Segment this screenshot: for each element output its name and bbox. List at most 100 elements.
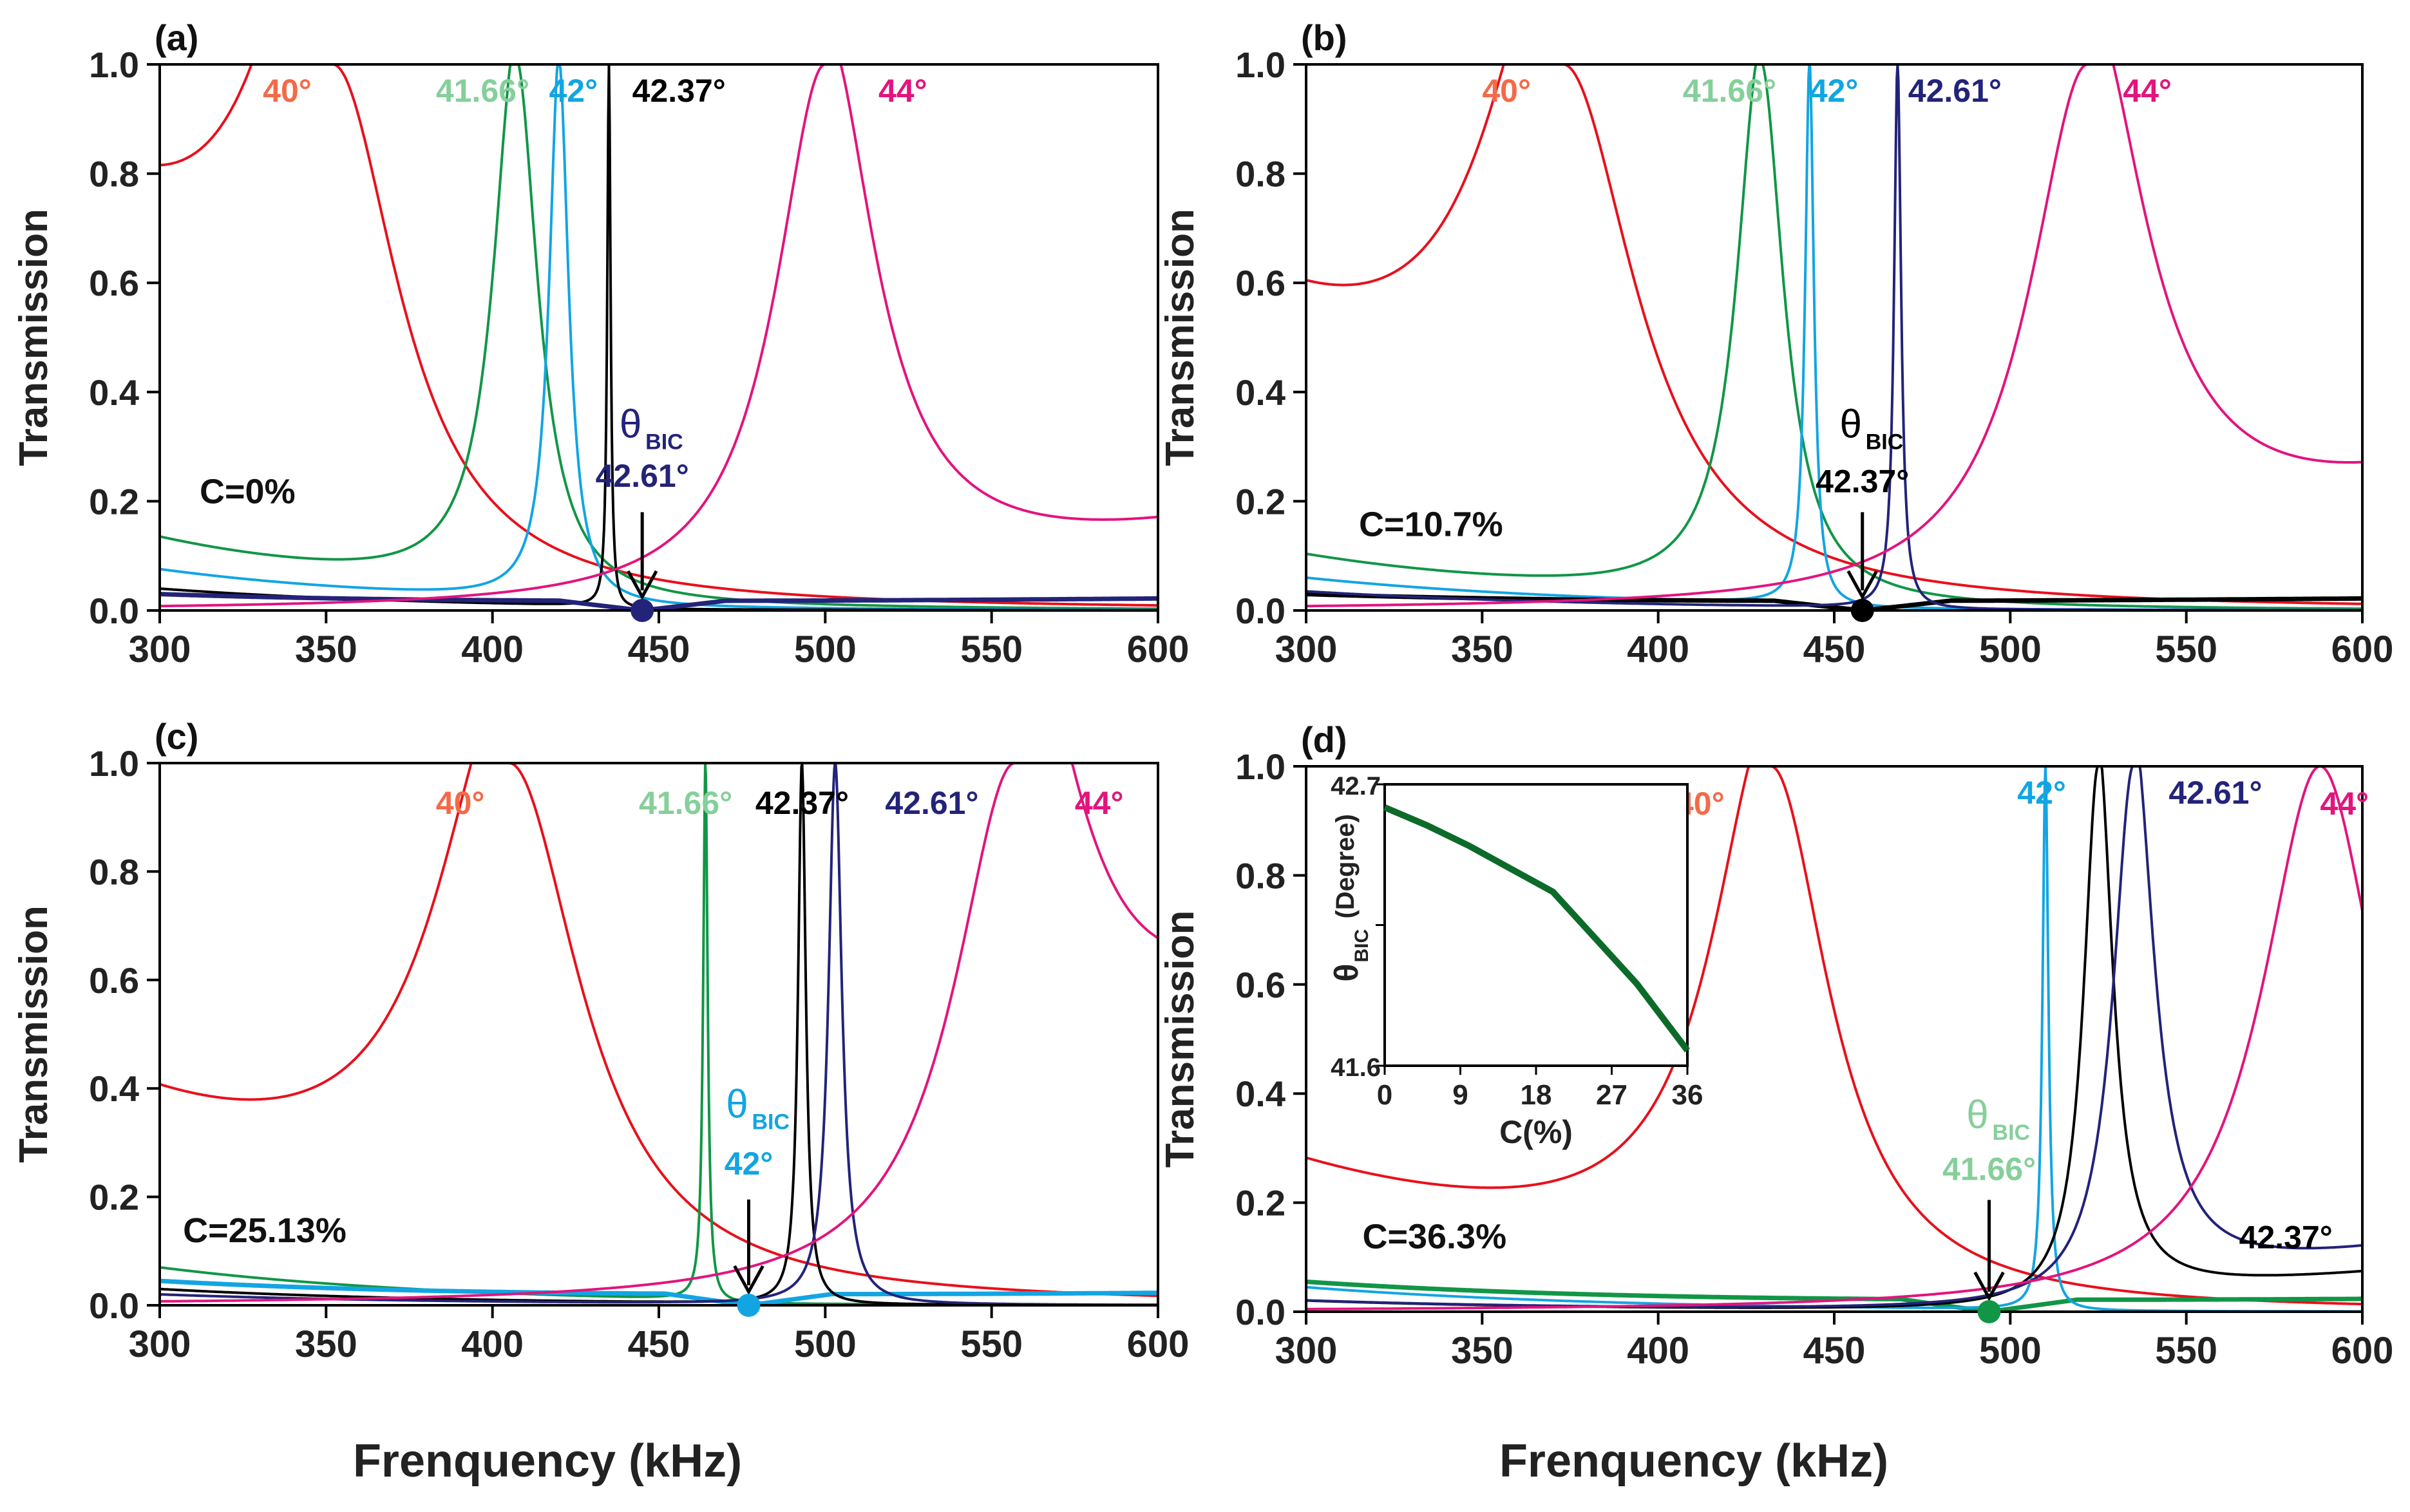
x-tick-label: 300 (1275, 628, 1338, 670)
series-41-66 (160, 64, 1158, 610)
x-tick-label: 450 (628, 628, 690, 670)
x-tick-label: 550 (2155, 628, 2217, 670)
y-tick-label: 0.4 (1235, 372, 1286, 413)
bic-angle-label: 42° (725, 1146, 773, 1182)
series-label: 42.37° (632, 73, 726, 109)
y-tick-label: 0.0 (89, 591, 139, 631)
inset-series (1383, 804, 1690, 1053)
y-tick-label: 0.8 (1235, 154, 1286, 194)
y-tick-label: 0.0 (1235, 1292, 1286, 1332)
bic-angle-label: 41.66° (1942, 1151, 2036, 1187)
inset-y-label-unit: (Degree) (1331, 814, 1360, 918)
y-tick-label: 0.2 (1235, 1183, 1286, 1224)
series-label: 41.66° (1683, 73, 1776, 109)
bic-theta-label: θ (726, 1082, 748, 1126)
bic-subscript: BIC (1866, 430, 1904, 455)
y-tick-label: 0.2 (1235, 481, 1286, 522)
series-44 (1306, 766, 2362, 1310)
series-label: 42.61° (1908, 73, 2002, 109)
x-tick-label: 300 (129, 628, 191, 670)
x-tick-label: 400 (461, 628, 524, 670)
series-40 (160, 763, 1158, 1298)
bic-angle-label: 42.61° (596, 458, 689, 494)
x-tick-label: 350 (295, 1323, 357, 1365)
y-axis-label: Transmission (12, 209, 56, 466)
series-label: 40° (436, 785, 485, 821)
y-tick-label: 0.4 (89, 1068, 139, 1109)
series-44 (160, 763, 1158, 1303)
y-tick-label: 0.6 (1235, 263, 1286, 303)
y-tick-label: 0.4 (89, 372, 139, 413)
series-40 (1306, 766, 2362, 1306)
x-tick-label: 600 (2331, 628, 2394, 670)
panel-a: 300 350 400 450 500 550 600 0.0 0.2 0.4 0.6 0.8 1.0 T… (12, 17, 1189, 670)
x-tick-label: 400 (461, 1323, 524, 1365)
panel-tag: (a) (155, 17, 198, 58)
x-tick-label: 350 (1451, 628, 1513, 670)
bic-theta-label: θ (1839, 402, 1861, 447)
x-tick-label: 600 (2331, 1330, 2394, 1372)
inset-x-tick-label: 0 (1377, 1079, 1392, 1111)
inset-x-tick-label: 27 (1596, 1079, 1627, 1111)
x-tick-label: 300 (1275, 1330, 1338, 1372)
inset-x-label: C(%) (1499, 1114, 1573, 1150)
bic-subscript: BIC (752, 1110, 790, 1134)
bic-arrow-head (626, 570, 658, 600)
series-label: 42.61° (2168, 775, 2262, 811)
series-42 (160, 1278, 1158, 1305)
bic-subscript: BIC (645, 430, 683, 455)
bic-theta-label: θ (620, 402, 641, 447)
xlabel-right: Frenquency (kHz) (1499, 1435, 1889, 1487)
plot-frame (158, 63, 1159, 612)
x-tick-label: 450 (1803, 1330, 1866, 1372)
panel-tag: (b) (1301, 17, 1347, 58)
bic-point (1850, 599, 1874, 622)
series-label: 41.66° (436, 73, 529, 109)
bic-arrow-head (733, 1265, 764, 1296)
inset-x-tick-label: 18 (1521, 1079, 1552, 1111)
series-label: 42° (1810, 73, 1859, 109)
series-label: 42.61° (885, 785, 978, 821)
inset-y-label-theta: θ (1328, 964, 1365, 982)
inset-y-label-sub: BIC (1351, 929, 1372, 963)
series-label: 41.66° (639, 785, 732, 821)
x-tick-label: 600 (1127, 1323, 1190, 1365)
series-40 (160, 64, 1158, 607)
bic-point (631, 599, 654, 622)
y-tick-label: 1.0 (89, 743, 139, 784)
series-label: 44° (2320, 786, 2369, 822)
y-axis-label: Transmission (1158, 209, 1202, 466)
panel-tag: (d) (1301, 719, 1347, 760)
inset-x-tick-label: 9 (1452, 1079, 1468, 1111)
x-tick-label: 400 (1627, 628, 1689, 670)
bic-arrow-head (1846, 570, 1878, 600)
series-label: 44° (1075, 785, 1124, 821)
bic-angle-label: 42.37° (1816, 463, 1909, 499)
inset-y-tick-label: 42.7 (1331, 772, 1381, 800)
series-44 (160, 64, 1158, 608)
bic-subscript: BIC (1993, 1120, 2031, 1145)
bic-point (1977, 1300, 2001, 1323)
y-tick-label: 0.6 (89, 960, 139, 1001)
series-label: 42° (549, 73, 598, 109)
concentration-label: C=36.3% (1362, 1217, 1506, 1256)
y-axis-label: Transmission (1158, 911, 1202, 1168)
x-tick-label: 400 (1627, 1330, 1689, 1372)
inset-y-tick-label: 41.6 (1331, 1054, 1381, 1082)
panel-c: 300 350 400 450 500 550 600 0.0 0.2 0.4 0.6 0.8 1.0 T… (12, 716, 1189, 1365)
bic-point (737, 1294, 761, 1317)
y-tick-label: 0.8 (1235, 855, 1286, 896)
y-tick-label: 1.0 (89, 44, 139, 85)
x-tick-label: 350 (1451, 1330, 1513, 1372)
concentration-label: C=25.13% (183, 1211, 346, 1250)
concentration-label: C=10.7% (1359, 505, 1503, 543)
x-tick-label: 550 (960, 1323, 1023, 1365)
x-tick-label: 350 (295, 628, 357, 670)
bic-theta-label: θ (1966, 1093, 1988, 1137)
series-label: 42.37° (2239, 1219, 2333, 1255)
x-tick-label: 500 (794, 1323, 857, 1365)
y-tick-label: 0.4 (1235, 1073, 1286, 1114)
